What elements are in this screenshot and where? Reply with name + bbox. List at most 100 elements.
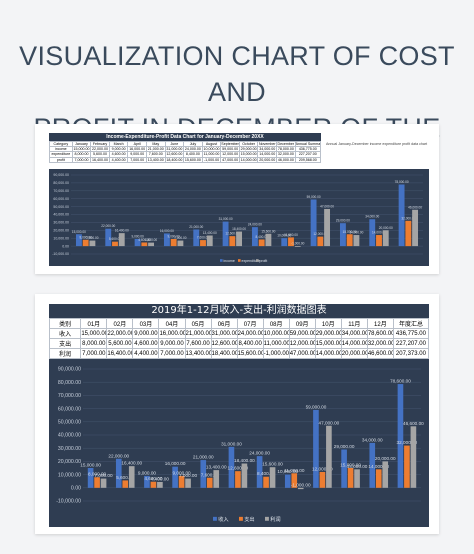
bar-expenditure bbox=[200, 240, 206, 247]
table-cell: 227,207.00 bbox=[294, 151, 322, 158]
table-cell: 46,600.00 bbox=[366, 348, 394, 359]
data-label: 4,600.00 bbox=[138, 238, 150, 242]
bar-profit bbox=[118, 233, 125, 247]
bar-收入 bbox=[200, 460, 207, 488]
table-cell: 9,000.00 bbox=[132, 328, 160, 339]
table-cell: 9,000.00 bbox=[127, 151, 147, 158]
data-label: 14,000.00 bbox=[349, 231, 363, 235]
legend-label: income bbox=[224, 259, 235, 263]
y-tick-label: 90,000.00 bbox=[53, 173, 69, 177]
data-label: 7,600.00 bbox=[201, 472, 220, 477]
legend-label: profit bbox=[260, 259, 268, 263]
data-label: 47,000.00 bbox=[319, 420, 340, 425]
table-cell: 47,000.00 bbox=[288, 348, 316, 359]
data-label: 34,000.00 bbox=[365, 215, 379, 219]
data-label: 8,000.00 bbox=[80, 235, 92, 239]
table-cell: 12,000.00 bbox=[220, 151, 240, 158]
column-header: 05月 bbox=[184, 318, 212, 329]
data-label: -1,000.00 bbox=[291, 242, 305, 246]
column-header: November bbox=[257, 140, 278, 148]
data-label: 5,600.00 bbox=[109, 237, 121, 241]
bar-profit bbox=[265, 233, 272, 247]
bar-支出 bbox=[235, 471, 241, 488]
data-label: 8,400.00 bbox=[257, 471, 276, 476]
column-header: 06月 bbox=[210, 318, 238, 329]
table-cell: 31,000.00 bbox=[210, 328, 238, 339]
table-cell: 34,000.00 bbox=[340, 328, 368, 339]
legend-item: income bbox=[220, 259, 235, 263]
table-cell: 18,400.00 bbox=[164, 156, 185, 163]
data-label: 14,000.00 bbox=[347, 464, 368, 469]
data-label: 22,000.00 bbox=[101, 224, 115, 228]
y-tick-label: 50,000.00 bbox=[58, 420, 81, 426]
table-cell: 7,000.00 bbox=[80, 348, 108, 359]
table-cell: 15,000.00 bbox=[314, 338, 342, 349]
y-tick-label: 20,000.00 bbox=[58, 459, 81, 465]
chart-background bbox=[49, 169, 429, 266]
bar-profit bbox=[206, 235, 213, 247]
table-cell: 8,400.00 bbox=[183, 151, 203, 158]
data-label: 12,000.00 bbox=[312, 466, 333, 471]
table-cell: 12,600.00 bbox=[210, 338, 238, 349]
legend-swatch bbox=[256, 259, 259, 262]
table-cell: 8,400.00 bbox=[236, 338, 264, 349]
bar-收入 bbox=[397, 384, 404, 488]
table-cell: 20,000.00 bbox=[257, 156, 278, 163]
chinese-chart-card: 2019年1-12月收入-支出-利润数据图表 类别 01月 02月 03月 04月 05月… bbox=[35, 294, 439, 534]
data-label: 24,000.00 bbox=[249, 451, 270, 456]
column-header: January bbox=[71, 140, 92, 148]
table-cell: 31,000.00 bbox=[164, 146, 185, 153]
table-cell: 78,600.00 bbox=[366, 328, 394, 339]
data-label: 7,000.00 bbox=[174, 236, 186, 240]
legend-swatch bbox=[239, 516, 243, 521]
bar-收入 bbox=[284, 474, 291, 488]
legend-item: profit bbox=[256, 259, 267, 263]
table-cell: 78,000.00 bbox=[276, 146, 296, 153]
data-label: 24,000.00 bbox=[248, 223, 262, 227]
table-cell: 13,400.00 bbox=[145, 156, 166, 163]
table-cell: 436,775.00 bbox=[294, 146, 322, 153]
bar-profit bbox=[382, 230, 389, 247]
bar-income bbox=[134, 238, 141, 247]
y-tick-label: 70,000.00 bbox=[53, 189, 69, 193]
table-cell: 18,400.00 bbox=[210, 348, 238, 359]
y-tick-label: 80,000.00 bbox=[53, 181, 69, 185]
bar-利润 bbox=[213, 470, 220, 488]
bar-收入 bbox=[369, 442, 376, 488]
table-cell: 7,000.00 bbox=[127, 156, 147, 163]
y-tick-label: 60,000.00 bbox=[53, 197, 69, 201]
table-cell: 15,000.00 bbox=[71, 146, 92, 153]
column-header: 03月 bbox=[132, 318, 160, 329]
data-label: 9,000.00 bbox=[131, 234, 143, 238]
data-label: 47,000.00 bbox=[320, 204, 334, 208]
card1-header: Income-Expenditure-Profit Data Chart for… bbox=[49, 133, 321, 141]
data-label: 21,000.00 bbox=[193, 455, 214, 460]
data-label: 16,400.00 bbox=[121, 461, 142, 466]
bar-支出 bbox=[375, 469, 382, 488]
data-label: 78,000.00 bbox=[395, 180, 409, 184]
table-cell: -1,000.00 bbox=[262, 348, 290, 359]
table-row: 支出 8,000.00 5,600.00 4,600.00 9,000.00 7,600.… bbox=[48, 338, 430, 349]
bar-profit bbox=[294, 246, 301, 247]
bar-支出 bbox=[263, 476, 269, 488]
table-cell: 24,000.00 bbox=[236, 328, 264, 339]
data-label: 32,000.00 bbox=[397, 440, 418, 445]
data-label: 18,400.00 bbox=[234, 458, 255, 463]
table-cell: 14,000.00 bbox=[257, 151, 278, 158]
y-tick-label: 10,000.00 bbox=[58, 472, 81, 478]
bar-支出 bbox=[122, 480, 129, 488]
data-label: 15,000.00 bbox=[340, 463, 361, 468]
column-header: 01月 bbox=[80, 318, 108, 329]
bar-income bbox=[75, 234, 82, 247]
data-label: 32,000.00 bbox=[401, 216, 415, 220]
table-cell: 14,000.00 bbox=[238, 156, 259, 163]
card2-bar-chart: 90,000.00 80,000.00 70,000.00 60,000.00 50,0… bbox=[49, 359, 429, 527]
table-cell: 227,207.00 bbox=[392, 338, 430, 349]
table-cell: 46,000.00 bbox=[276, 156, 296, 163]
data-label: 20,000.00 bbox=[375, 456, 396, 461]
table-cell: 4,400.00 bbox=[132, 348, 160, 359]
data-label: 29,000.00 bbox=[334, 444, 355, 449]
bar-支出 bbox=[150, 481, 157, 488]
table-cell: 4,600.00 bbox=[132, 338, 160, 349]
table-cell: 5,600.00 bbox=[106, 338, 134, 349]
